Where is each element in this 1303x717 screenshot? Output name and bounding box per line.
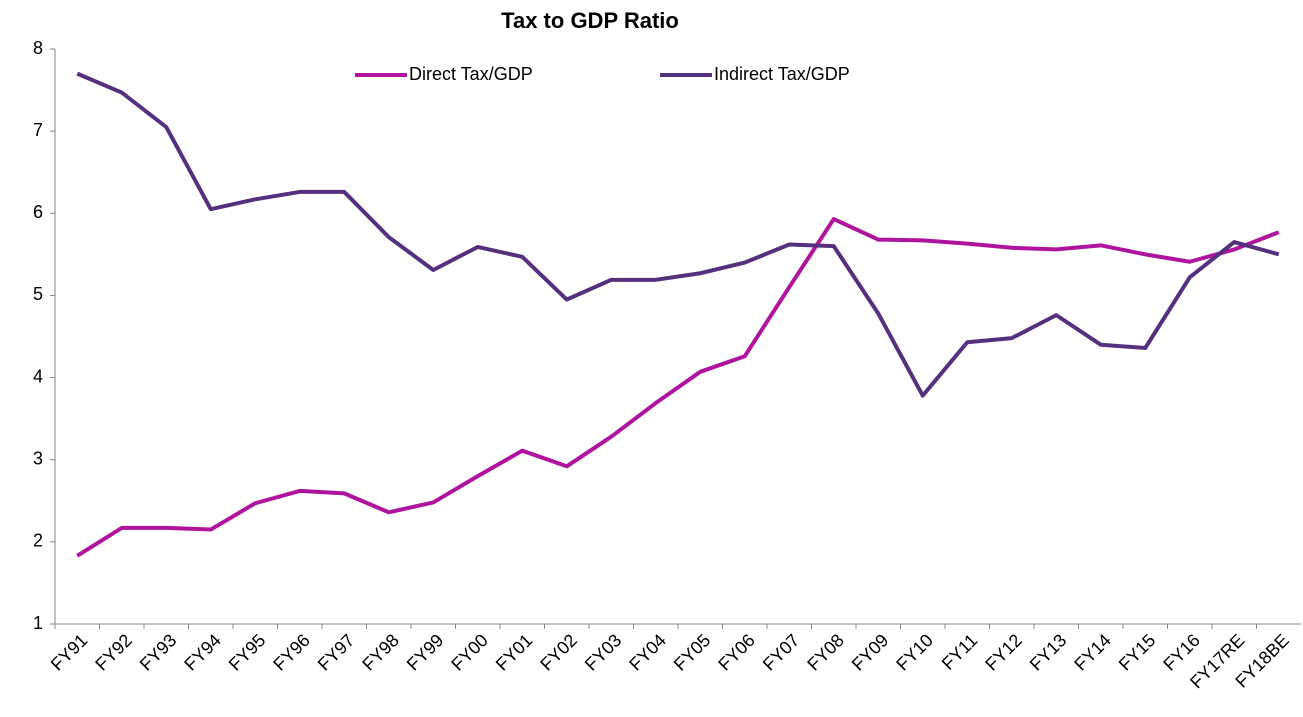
x-tick-label: FY92 (91, 630, 136, 675)
x-tick-label: FY15 (1115, 630, 1160, 675)
x-tick-label: FY94 (180, 630, 225, 675)
x-tick-label: FY96 (269, 630, 314, 675)
y-tick-label: 5 (33, 284, 43, 304)
y-tick-label: 6 (33, 202, 43, 222)
x-tick-label: FY97 (314, 630, 359, 675)
x-tick-label: FY10 (892, 630, 937, 675)
y-tick-label: 7 (33, 120, 43, 140)
x-tick-label: FY08 (803, 630, 848, 675)
y-tick-label: 1 (33, 613, 43, 633)
y-tick-label: 4 (33, 366, 43, 386)
y-tick-label: 3 (33, 448, 43, 468)
x-tick-label: FY03 (581, 630, 626, 675)
x-tick-label: FY11 (938, 630, 982, 674)
x-tick-label: FY98 (358, 630, 403, 675)
series-line (76, 217, 1280, 558)
x-tick-label: FY01 (492, 630, 537, 675)
x-tick-label: FY13 (1026, 630, 1071, 675)
chart-title: Tax to GDP Ratio (501, 8, 679, 33)
x-tick-label: FY14 (1070, 630, 1115, 675)
x-tick-label: FY02 (536, 630, 581, 675)
x-tick-label: FY91 (47, 630, 92, 675)
x-tick-label: FY99 (403, 630, 448, 675)
x-tick-label: FY05 (670, 630, 715, 675)
x-tick-label: FY95 (225, 630, 270, 675)
legend-label: Indirect Tax/GDP (714, 64, 850, 84)
x-tick-label: FY09 (848, 630, 893, 675)
x-tick-label: FY93 (136, 630, 181, 675)
series-line (76, 71, 1280, 398)
y-tick-label: 2 (33, 531, 43, 551)
x-tick-label: FY00 (447, 630, 492, 675)
x-tick-label: FY07 (759, 630, 804, 675)
x-tick-label: FY04 (625, 630, 670, 675)
x-tick-label: FY12 (981, 630, 1026, 675)
y-tick-label: 8 (33, 38, 43, 58)
legend-label: Direct Tax/GDP (409, 64, 533, 84)
x-tick-label: FY06 (714, 630, 759, 675)
